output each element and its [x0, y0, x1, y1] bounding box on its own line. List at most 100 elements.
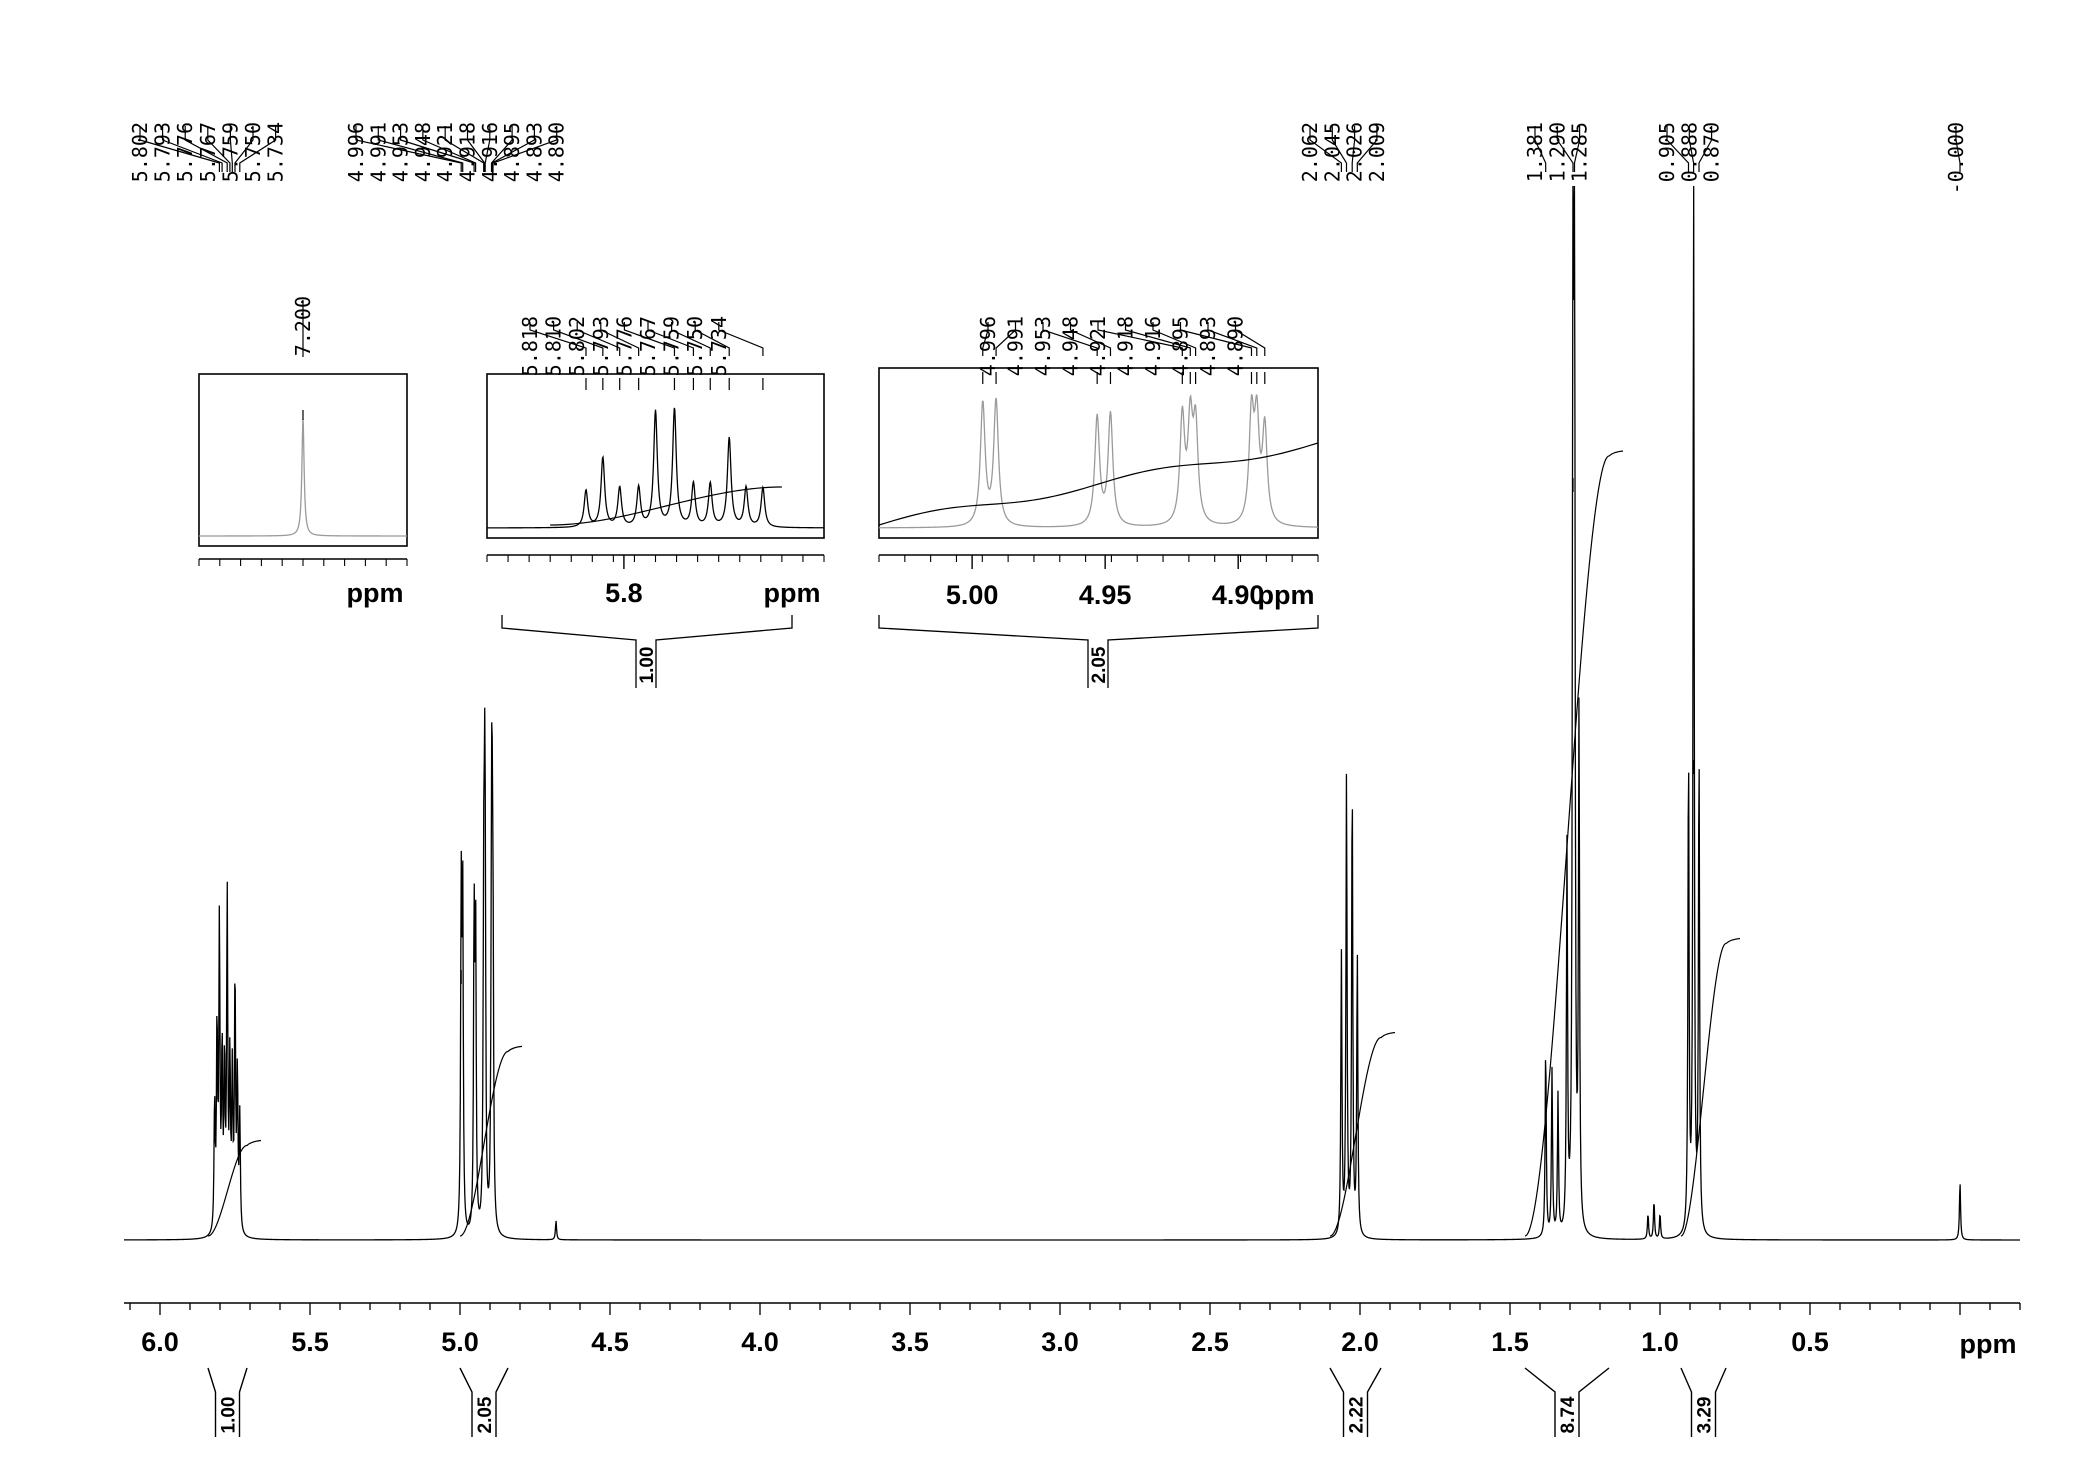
inset-axis-unit: ppm [347, 578, 404, 608]
inset-peak-leader [1124, 322, 1191, 356]
inset-peak-ppm-label: 4.916 [1141, 316, 1165, 376]
peak-label-leader [162, 126, 223, 172]
inset-peak-ppm-label: 4.895 [1169, 316, 1193, 376]
peak-label-leader [355, 126, 462, 172]
inset-spectrum-line [487, 407, 824, 529]
inset-peak-ppm-label: 4.918 [1114, 316, 1138, 376]
inset-peak-ppm-label: 5.776 [612, 316, 636, 376]
inset-peak-leader [694, 322, 730, 356]
inset-peak-leader [718, 322, 764, 356]
peak-label-leader [1698, 126, 1713, 172]
peak-ppm-label: 4.916 [478, 122, 502, 182]
inset-integral-bracket [501, 615, 793, 688]
peak-label-leader [377, 126, 464, 172]
x-tick-label: 2.5 [1191, 1327, 1229, 1357]
inset-peak-ppm-label: 4.996 [976, 316, 1000, 376]
peak-label-leader [1534, 126, 1547, 172]
peak-ppm-label: 1.290 [1545, 122, 1569, 182]
inset-peak-ppm-label: 4.921 [1086, 316, 1110, 376]
inset-frame [198, 373, 408, 547]
spectrum-line [124, 185, 2020, 1241]
peak-ppm-label: 0.905 [1655, 122, 1679, 182]
peak-ppm-label: 5.793 [151, 122, 175, 182]
peak-ppm-label: 5.776 [173, 122, 197, 182]
inset-peak-leader [1097, 322, 1183, 356]
inset-peak-ppm-label: 4.890 [1224, 316, 1248, 376]
peak-ppm-label: 4.953 [389, 122, 413, 182]
integral-curve [1329, 1031, 1396, 1237]
peak-ppm-label: 1.381 [1523, 122, 1547, 182]
inset-integral-bracket [878, 615, 1319, 688]
peak-label-leader [1666, 126, 1690, 172]
peak-ppm-label: 4.921 [433, 122, 457, 182]
peak-ppm-label: 4.893 [522, 122, 546, 182]
peak-label-leader [1556, 126, 1574, 172]
integral-curve [1680, 937, 1741, 1237]
inset-peak-ppm-label: 5.734 [707, 316, 731, 376]
x-tick-label: 0.5 [1791, 1327, 1829, 1357]
inset-peak-ppm-label: 7.200 [291, 296, 315, 356]
inset-peak-ppm-label: 5.818 [518, 316, 542, 376]
x-tick-label: 5.5 [291, 1327, 329, 1357]
inset-peak-ppm-label: 5.810 [542, 316, 566, 376]
integral-curve [459, 1045, 523, 1237]
peak-ppm-label: 5.750 [241, 122, 265, 182]
x-tick-label: 4.0 [741, 1327, 779, 1357]
inset-peak-ppm-label: 4.953 [1031, 316, 1055, 376]
integral-value-label: 8.74 [1558, 1396, 1579, 1433]
peak-label-leader [444, 126, 485, 172]
peak-ppm-label: 1.285 [1568, 122, 1592, 182]
x-tick-label: 3.0 [1041, 1327, 1079, 1357]
peak-label-leader [1351, 126, 1356, 172]
peak-ppm-label: 0.888 [1677, 122, 1701, 182]
x-tick-label: 6.0 [141, 1327, 179, 1357]
inset-peak-ppm-label: 5.802 [565, 316, 589, 376]
inset-spectrum-line [878, 393, 1319, 529]
peak-ppm-label: 4.918 [456, 122, 480, 182]
inset-peak-leader [671, 322, 711, 356]
peak-ppm-label: 2.062 [1298, 122, 1322, 182]
peak-label-leader [184, 126, 228, 172]
inset-peak-ppm-label: 4.991 [1004, 316, 1028, 376]
inset-tick-label: 4.95 [1079, 580, 1132, 610]
peak-label-leader [1573, 126, 1581, 172]
peak-ppm-label: 5.734 [264, 122, 288, 182]
integral-bracket [1524, 1367, 1610, 1437]
inset-peak-leader [1234, 322, 1266, 356]
peak-label-leader [229, 126, 233, 172]
inset-peak-ppm-label: 5.759 [660, 316, 684, 376]
peak-label-leader [1955, 126, 1961, 172]
x-axis-unit-label: ppm [1960, 1329, 2017, 1359]
integral-bracket [207, 1367, 248, 1437]
peak-ppm-label: 0.870 [1700, 122, 1724, 182]
peak-ppm-label: 4.991 [366, 122, 390, 182]
x-tick-label: 3.5 [891, 1327, 929, 1357]
peak-ppm-label: 5.759 [218, 122, 242, 182]
integral-value-label: 3.29 [1695, 1397, 1716, 1434]
inset-peak-leader [529, 322, 587, 356]
peak-label-leader [422, 126, 477, 172]
inset-peak-leader [623, 322, 676, 356]
peak-label-leader [491, 126, 535, 172]
integral-bracket [1680, 1367, 1727, 1437]
peak-label-leader [1356, 126, 1378, 172]
peak-ppm-label: -0.000 [1944, 122, 1968, 194]
main-spectrum-plot: 6.0 5.5 5.0 4.5 4.0 3.5 3.0 2.5 2.0 1.5 1.0 0.5 ppm 1… [124, 122, 2021, 1437]
inset-peak-leader [1069, 322, 1112, 356]
inset-peak-leader [1152, 322, 1197, 356]
peak-ppm-label: 4.948 [411, 122, 435, 182]
peak-label-leader [492, 126, 558, 172]
inset-panel: ppm 7.200 [198, 296, 408, 608]
inset-integral-value-label: 2.05 [1089, 646, 1110, 683]
inset-peak-leader [553, 322, 604, 356]
peak-ppm-label: 5.767 [196, 122, 220, 182]
inset-peak-ppm-label: 5.767 [636, 316, 660, 376]
peak-label-leader [400, 126, 475, 172]
inset-integral-value-label: 1.00 [637, 647, 658, 684]
inset-peak-ppm-label: 5.793 [589, 316, 613, 376]
x-tick-label: 1.5 [1491, 1327, 1529, 1357]
inset-peak-leader [600, 322, 640, 356]
